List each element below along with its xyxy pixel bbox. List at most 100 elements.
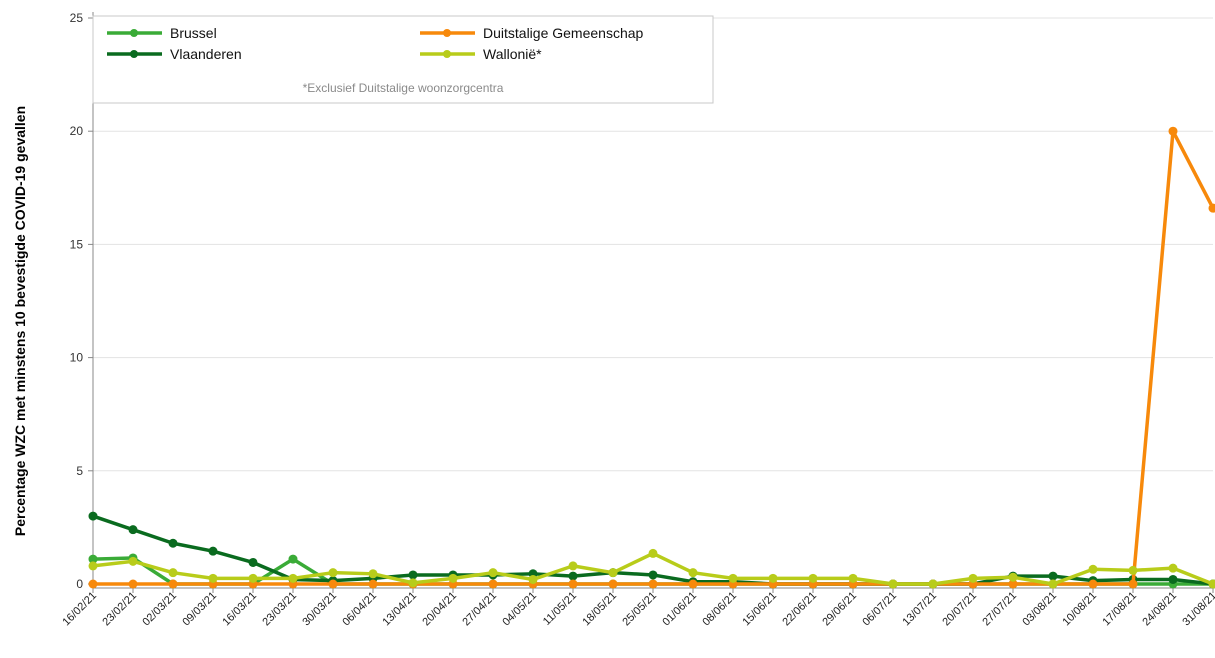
x-tick-label: 18/05/21	[580, 590, 619, 629]
legend-note: *Exclusief Duitstalige woonzorgcentra	[303, 81, 504, 95]
data-point[interactable]	[249, 558, 258, 567]
data-point[interactable]	[1129, 580, 1138, 589]
data-point[interactable]	[369, 580, 378, 589]
data-point[interactable]	[1049, 580, 1058, 589]
data-point[interactable]	[329, 568, 338, 577]
data-point[interactable]	[969, 574, 978, 583]
data-point[interactable]	[689, 568, 698, 577]
y-tick-label: 15	[70, 237, 84, 251]
y-tick-label: 0	[76, 577, 83, 591]
x-tick-label: 29/06/21	[820, 590, 859, 629]
data-point[interactable]	[569, 572, 578, 581]
x-tick-label: 23/03/21	[260, 590, 299, 629]
data-point[interactable]	[649, 570, 658, 579]
x-tick-label: 22/06/21	[780, 590, 819, 629]
data-point[interactable]	[169, 539, 178, 548]
x-tick-label: 27/07/21	[980, 590, 1019, 629]
data-point[interactable]	[209, 574, 218, 583]
legend-label: Duitstalige Gemeenschap	[483, 25, 644, 41]
data-point[interactable]	[1089, 565, 1098, 574]
data-point[interactable]	[369, 569, 378, 578]
data-point[interactable]	[129, 557, 138, 566]
x-tick-label: 04/05/21	[500, 590, 539, 629]
data-point[interactable]	[569, 580, 578, 589]
data-point[interactable]	[1009, 573, 1018, 582]
data-point[interactable]	[169, 580, 178, 589]
x-tick-label: 02/03/21	[140, 590, 179, 629]
data-point[interactable]	[129, 580, 138, 589]
data-point[interactable]	[409, 578, 418, 587]
legend-label: Wallonië*	[483, 46, 542, 62]
x-tick-label: 16/03/21	[220, 590, 259, 629]
x-tick-label: 13/04/21	[380, 590, 419, 629]
x-tick-label: 20/04/21	[420, 590, 459, 629]
data-point[interactable]	[769, 574, 778, 583]
data-point[interactable]	[689, 580, 698, 589]
data-point[interactable]	[849, 574, 858, 583]
x-tick-label: 24/08/21	[1140, 590, 1179, 629]
data-point[interactable]	[649, 549, 658, 558]
data-point[interactable]	[609, 568, 618, 577]
data-point[interactable]	[529, 575, 538, 584]
x-tick-label: 03/08/21	[1020, 590, 1059, 629]
data-point[interactable]	[409, 570, 418, 579]
legend-label: Brussel	[170, 25, 217, 41]
data-point[interactable]	[89, 580, 98, 589]
x-tick-label: 10/08/21	[1060, 590, 1099, 629]
y-tick-label: 10	[70, 351, 84, 365]
data-point[interactable]	[129, 525, 138, 534]
data-point[interactable]	[1129, 566, 1138, 575]
x-tick-label: 11/05/21	[541, 590, 579, 628]
data-point[interactable]	[609, 580, 618, 589]
x-tick-label: 20/07/21	[940, 590, 979, 629]
legend: *Exclusief Duitstalige woonzorgcentra Br…	[93, 16, 713, 103]
x-tick-label: 06/07/21	[860, 590, 899, 629]
data-point[interactable]	[89, 512, 98, 521]
data-point[interactable]	[289, 555, 298, 564]
x-tick-label: 13/07/21	[900, 590, 939, 629]
data-point[interactable]	[449, 574, 458, 583]
data-point[interactable]	[249, 574, 258, 583]
x-tick-label: 17/08/21	[1100, 590, 1139, 629]
x-tick-label: 08/06/21	[700, 590, 739, 629]
data-point[interactable]	[89, 561, 98, 570]
y-tick-label: 5	[76, 464, 83, 478]
data-point[interactable]	[729, 574, 738, 583]
x-tick-label: 23/02/21	[100, 590, 139, 629]
data-point[interactable]	[649, 580, 658, 589]
data-point[interactable]	[569, 561, 578, 570]
data-point[interactable]	[1169, 575, 1178, 584]
x-tick-label: 15/06/21	[740, 590, 779, 629]
data-point[interactable]	[489, 580, 498, 589]
x-tick-label: 09/03/21	[180, 590, 219, 629]
data-point[interactable]	[289, 574, 298, 583]
legend-swatch-marker	[443, 29, 451, 37]
y-tick-label: 20	[70, 124, 84, 138]
data-point[interactable]	[1049, 572, 1058, 581]
data-point[interactable]	[1169, 564, 1178, 573]
data-point[interactable]	[489, 568, 498, 577]
x-tick-label: 01/06/21	[660, 590, 699, 629]
legend-swatch-marker	[130, 50, 138, 58]
data-point[interactable]	[1169, 127, 1178, 136]
data-point[interactable]	[1089, 580, 1098, 589]
x-tick-label: 27/04/21	[460, 590, 499, 629]
y-axis-label: Percentage WZC met minstens 10 bevestigd…	[12, 106, 28, 536]
data-point[interactable]	[169, 568, 178, 577]
data-point[interactable]	[809, 574, 818, 583]
data-point[interactable]	[889, 580, 898, 589]
x-tick-label: 31/08/21	[1180, 590, 1215, 629]
y-tick-label: 25	[70, 11, 84, 25]
x-tick-label: 06/04/21	[340, 590, 379, 629]
x-tick-label: 30/03/21	[300, 590, 339, 629]
data-point[interactable]	[209, 547, 218, 556]
legend-swatch-marker	[130, 29, 138, 37]
legend-swatch-marker	[443, 50, 451, 58]
data-point[interactable]	[329, 580, 338, 589]
x-tick-label: 25/05/21	[620, 590, 659, 629]
data-point[interactable]	[929, 580, 938, 589]
legend-label: Vlaanderen	[170, 46, 242, 62]
